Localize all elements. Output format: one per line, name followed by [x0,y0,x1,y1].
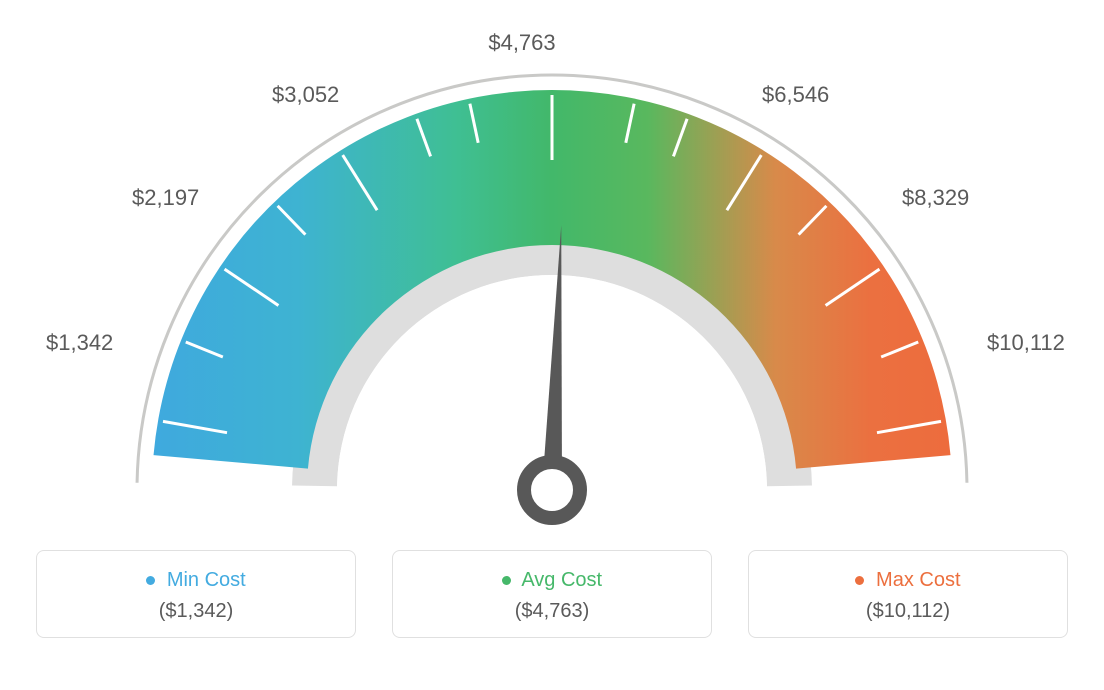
legend-box-avg: Avg Cost ($4,763) [392,550,712,638]
legend-value-min: ($1,342) [37,600,355,623]
legend-dot-min [146,576,155,585]
tick-label: $8,329 [902,185,969,211]
tick-label: $2,197 [132,185,199,211]
tick-label: $3,052 [272,82,339,108]
legend-value-avg: ($4,763) [393,600,711,623]
tick-label: $4,763 [488,30,555,56]
gauge-svg [22,20,1082,540]
gauge-container: $1,342 $2,197 $3,052 $4,763 $6,546 $8,329 $10,… [22,20,1082,540]
tick-label: $1,342 [46,330,113,356]
legend-title-max: Max Cost [749,569,1067,592]
legend-box-max: Max Cost ($10,112) [748,550,1068,638]
tick-label: $10,112 [987,330,1065,356]
legend-title-avg: Avg Cost [393,569,711,592]
legend-title-avg-text: Avg Cost [521,569,602,591]
legend-dot-max [855,576,864,585]
legend-row: Min Cost ($1,342) Avg Cost ($4,763) Max … [20,550,1084,638]
tick-label: $6,546 [762,82,829,108]
legend-value-max: ($10,112) [749,600,1067,623]
legend-dot-avg [502,576,511,585]
legend-title-min: Min Cost [37,569,355,592]
legend-box-min: Min Cost ($1,342) [36,550,356,638]
legend-title-max-text: Max Cost [876,569,960,591]
legend-title-min-text: Min Cost [167,569,246,591]
